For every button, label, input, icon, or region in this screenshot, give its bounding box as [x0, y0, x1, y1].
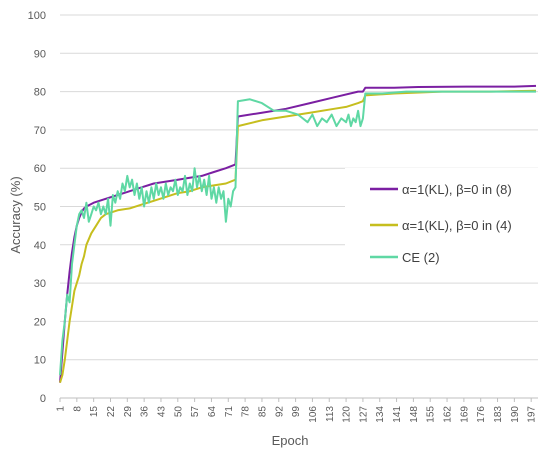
legend-label-1: α=1(KL), β=0 in (4): [402, 218, 512, 233]
x-tick-label: 148: [409, 406, 420, 423]
x-tick-label: 190: [510, 406, 521, 423]
x-tick-label: 162: [443, 406, 454, 423]
x-tick-label: 22: [106, 406, 117, 418]
y-axis-title: Accuracy (%): [8, 176, 23, 253]
x-tick-label: 57: [190, 406, 201, 418]
y-tick-labels: 0 10 20 30 40 50 60 70 80 90 100: [28, 10, 46, 405]
x-tick-label: 106: [308, 406, 319, 423]
x-tick-label: 120: [342, 406, 353, 423]
x-tick-label: 127: [358, 406, 369, 423]
x-tick-labels: 1 8 15 22 29 36 43 50 57 64 71 78 85 92 99 106 113 120 127…: [56, 398, 538, 423]
legend-label-0: α=1(KL), β=0 in (8): [402, 182, 512, 197]
x-tick-label: 113: [325, 406, 336, 422]
x-tick-label: 92: [274, 406, 285, 418]
x-tick-label: 36: [140, 406, 151, 418]
series-lines: [59, 84, 537, 383]
x-tick-label: 43: [156, 406, 167, 418]
x-tick-label: 134: [375, 406, 386, 423]
y-tick-label: 10: [34, 355, 46, 367]
x-tick-label: 1: [56, 406, 67, 412]
grid-lines: [60, 14, 538, 399]
y-tick-label: 40: [34, 240, 46, 252]
x-tick-label: 169: [459, 406, 470, 423]
x-tick-label: 50: [173, 406, 184, 418]
x-tick-label: 155: [426, 406, 437, 423]
x-tick-label: 183: [493, 406, 504, 423]
series-line-2: [59, 90, 536, 376]
y-tick-label: 20: [34, 316, 46, 328]
series-line-1: [59, 89, 537, 383]
y-tick-label: 100: [28, 10, 46, 22]
x-tick-label: 29: [123, 406, 134, 418]
x-tick-label: 99: [291, 406, 302, 418]
x-tick-label: 85: [257, 406, 268, 418]
y-tick-label: 50: [34, 202, 46, 214]
x-tick-label: 8: [72, 406, 83, 412]
x-tick-label: 176: [476, 406, 487, 423]
legend: α=1(KL), β=0 in (8) α=1(KL), β=0 in (4) CE…: [345, 168, 538, 280]
y-tick-label: 90: [34, 48, 46, 60]
legend-label-2: CE (2): [402, 250, 440, 265]
y-tick-label: 30: [34, 278, 46, 290]
y-tick-label: 70: [34, 125, 46, 137]
y-tick-label: 60: [34, 163, 46, 175]
x-axis-title: Epoch: [272, 433, 309, 448]
x-tick-label: 71: [224, 406, 235, 418]
x-tick-label: 64: [207, 406, 218, 418]
y-tick-label: 0: [40, 393, 46, 405]
y-tick-label: 80: [34, 87, 46, 99]
x-tick-label: 78: [241, 406, 252, 418]
x-tick-label: 141: [392, 406, 403, 423]
x-tick-label: 197: [527, 406, 538, 423]
x-tick-label: 15: [89, 406, 100, 418]
